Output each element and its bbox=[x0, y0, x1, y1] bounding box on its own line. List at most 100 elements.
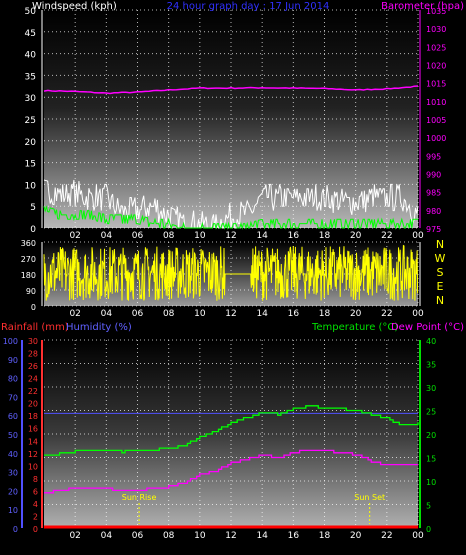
barometer-y-tick: 1000 bbox=[426, 134, 446, 143]
rainfall-y-tick: 22 bbox=[28, 387, 38, 396]
barometer-y-tick: 1005 bbox=[426, 116, 446, 125]
rainfall-y-tick: 30 bbox=[28, 337, 38, 346]
rainfall-y-tick: 2 bbox=[33, 512, 38, 521]
wind-x-tick: 04 bbox=[101, 231, 113, 241]
temperature-y-tick: 15 bbox=[426, 455, 436, 464]
humidity-y-tick: 90 bbox=[8, 356, 18, 365]
barometer-y-tick: 1030 bbox=[426, 25, 446, 34]
axis-labels: 5045403530252015105010351030102510201015… bbox=[3, 7, 447, 541]
humidity-y-tick: 70 bbox=[8, 393, 18, 402]
temperature-y-tick: 30 bbox=[426, 384, 436, 393]
wind-x-tick: 06 bbox=[132, 231, 144, 241]
temp-x-tick: 00 bbox=[412, 531, 424, 541]
temp-x-tick: 12 bbox=[225, 531, 236, 541]
direction-x-tick: 00 bbox=[412, 309, 424, 319]
temperature-y-tick: 40 bbox=[426, 337, 436, 346]
graph-title: 24 hour graph day : 17 Jun 2014 bbox=[167, 1, 330, 12]
temp-x-tick: 22 bbox=[381, 531, 392, 541]
wind-y-tick: 30 bbox=[25, 94, 37, 104]
barometer-y-tick: 1035 bbox=[426, 7, 446, 16]
compass-label: S bbox=[437, 266, 444, 279]
wind-y-tick: 20 bbox=[25, 138, 37, 148]
humidity-y-tick: 20 bbox=[8, 487, 18, 496]
wind-x-tick: 08 bbox=[163, 231, 175, 241]
direction-x-tick: 06 bbox=[132, 309, 144, 319]
chart-marks bbox=[43, 85, 419, 529]
humidity-y-tick: 50 bbox=[8, 431, 18, 440]
temperature-y-tick: 25 bbox=[426, 408, 436, 417]
wind-axis-title: Windspeed (kph) bbox=[32, 1, 117, 12]
direction-x-tick: 22 bbox=[381, 309, 392, 319]
rainfall-y-tick: 10 bbox=[28, 462, 38, 471]
barometer-y-tick: 995 bbox=[426, 152, 441, 161]
direction-y-tick: 180 bbox=[21, 271, 36, 280]
compass-label: E bbox=[437, 280, 444, 293]
rainfall-y-tick: 20 bbox=[28, 400, 38, 409]
wind-x-tick: 14 bbox=[256, 231, 268, 241]
humidity-y-tick: 30 bbox=[8, 469, 18, 478]
temp-x-tick: 02 bbox=[69, 531, 80, 541]
wind-y-tick: 40 bbox=[25, 51, 37, 61]
wind-y-tick: 35 bbox=[25, 72, 36, 82]
dewpoint-line bbox=[44, 449, 418, 494]
compass-label: W bbox=[435, 252, 446, 265]
temp-x-tick: 16 bbox=[288, 531, 300, 541]
sunrise-label: Sun Rise bbox=[122, 493, 157, 502]
dewpoint-axis-title: Dew Point (°C) bbox=[391, 322, 464, 333]
temp-x-tick: 14 bbox=[256, 531, 268, 541]
temperature-y-tick: 10 bbox=[426, 478, 436, 487]
average-wind-line bbox=[43, 205, 418, 230]
temp-x-tick: 18 bbox=[319, 531, 331, 541]
barometer-y-tick: 1020 bbox=[426, 62, 446, 71]
wind-y-tick: 50 bbox=[25, 7, 37, 17]
barometer-y-tick: 980 bbox=[426, 207, 441, 216]
barometer-y-tick: 975 bbox=[426, 225, 441, 234]
direction-x-tick: 08 bbox=[163, 309, 175, 319]
humidity-y-tick: 40 bbox=[8, 450, 18, 459]
barometer-y-tick: 1015 bbox=[426, 80, 446, 89]
humidity-y-tick: 100 bbox=[3, 337, 18, 346]
wind-x-tick: 16 bbox=[288, 231, 300, 241]
rainfall-y-tick: 4 bbox=[33, 500, 38, 509]
rainfall-y-tick: 6 bbox=[33, 487, 38, 496]
rainfall-y-tick: 12 bbox=[28, 450, 38, 459]
wind-x-tick: 02 bbox=[69, 231, 80, 241]
rainfall-y-tick: 16 bbox=[28, 425, 38, 434]
barometer-line bbox=[43, 85, 419, 95]
direction-y-tick: 360 bbox=[21, 239, 36, 248]
direction-x-tick: 04 bbox=[101, 309, 113, 319]
temp-x-tick: 06 bbox=[132, 531, 144, 541]
direction-y-tick: 270 bbox=[21, 255, 36, 264]
rainfall-y-tick: 28 bbox=[28, 350, 38, 359]
temp-x-tick: 08 bbox=[163, 531, 175, 541]
temp-x-tick: 10 bbox=[194, 531, 206, 541]
rainfall-y-tick: 8 bbox=[33, 475, 38, 484]
barometer-y-tick: 1025 bbox=[426, 43, 446, 52]
direction-x-tick: 02 bbox=[69, 309, 80, 319]
wind-x-tick: 22 bbox=[381, 231, 392, 241]
humidity-axis-title: Humidity (%) bbox=[66, 322, 132, 333]
temperature-line bbox=[44, 405, 419, 456]
wind-y-tick: 15 bbox=[25, 160, 36, 170]
temp-x-tick: 20 bbox=[350, 531, 362, 541]
direction-x-tick: 18 bbox=[319, 309, 331, 319]
rainfall-y-tick: 14 bbox=[28, 437, 38, 446]
direction-line bbox=[43, 244, 419, 301]
wind-x-tick: 12 bbox=[225, 231, 236, 241]
compass-label: N bbox=[436, 238, 444, 251]
temperature-y-tick: 35 bbox=[426, 361, 436, 370]
barometer-axis-title: Barometer (hpa) bbox=[381, 1, 464, 12]
wind-y-tick: 25 bbox=[25, 116, 36, 126]
direction-x-tick: 14 bbox=[256, 309, 268, 319]
wind-x-tick: 10 bbox=[194, 231, 206, 241]
wind-x-tick: 20 bbox=[350, 231, 362, 241]
humidity-y-tick: 60 bbox=[8, 412, 18, 421]
temp-x-tick: 04 bbox=[101, 531, 113, 541]
wind-y-tick: 10 bbox=[25, 181, 37, 191]
direction-x-tick: 20 bbox=[350, 309, 362, 319]
wind-y-tick: 5 bbox=[30, 203, 36, 213]
sunset-label: Sun Set bbox=[354, 493, 385, 502]
direction-y-tick: 0 bbox=[31, 303, 36, 312]
temperature-y-tick: 20 bbox=[426, 431, 436, 440]
